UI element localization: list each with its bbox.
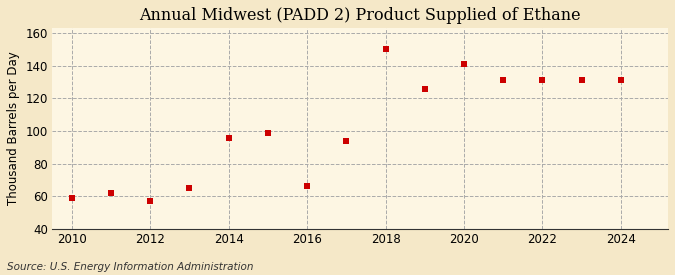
Point [341,139,352,143]
Point [380,47,391,52]
Point [105,191,116,195]
Point [576,78,587,83]
Point [144,199,155,203]
Point [66,196,77,200]
Y-axis label: Thousand Barrels per Day: Thousand Barrels per Day [7,52,20,205]
Point [498,78,509,83]
Point [458,62,469,66]
Point [537,78,548,83]
Point [419,86,430,91]
Text: Source: U.S. Energy Information Administration: Source: U.S. Energy Information Administ… [7,262,253,272]
Title: Annual Midwest (PADD 2) Product Supplied of Ethane: Annual Midwest (PADD 2) Product Supplied… [139,7,581,24]
Point [223,135,234,140]
Point [184,186,195,190]
Point [616,78,626,83]
Point [263,130,273,135]
Point [302,184,313,189]
